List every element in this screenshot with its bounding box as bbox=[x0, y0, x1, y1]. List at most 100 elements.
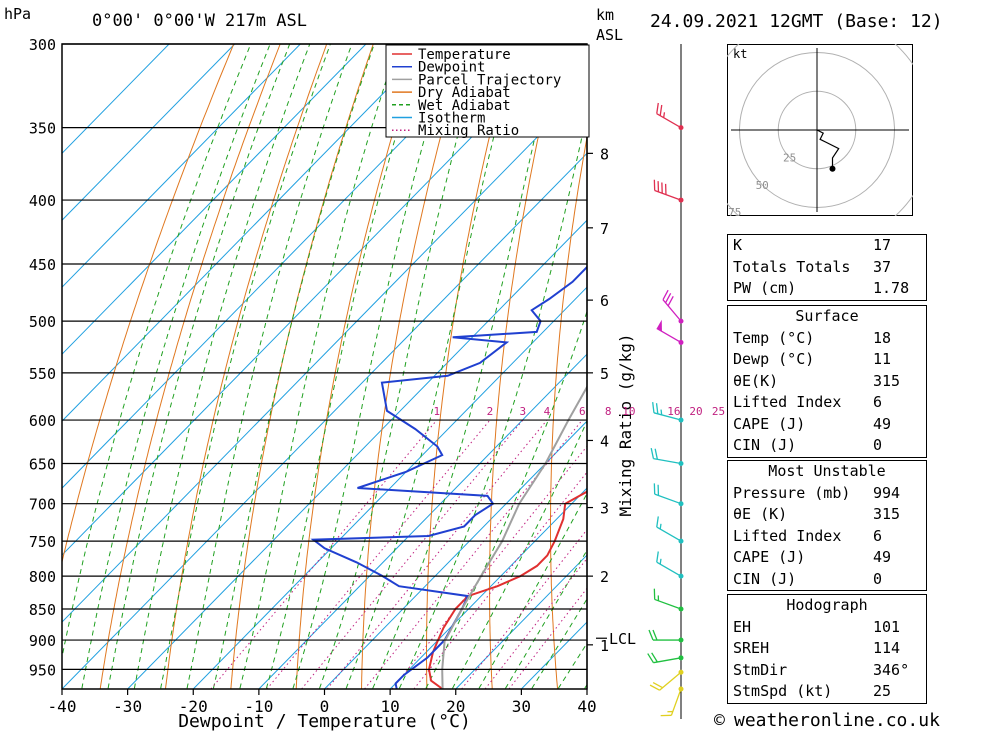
index-label: CIN (J) bbox=[733, 569, 797, 588]
isotherm-line bbox=[62, 44, 367, 355]
km-tick-label: 1 bbox=[600, 637, 609, 655]
surface-row: θE(K) 315 bbox=[728, 371, 926, 393]
index-label: SREH bbox=[733, 639, 770, 657]
wind-barb-staff bbox=[659, 671, 682, 691]
surface-title: Surface bbox=[795, 307, 859, 325]
wind-barb bbox=[652, 402, 684, 423]
temperature-profile bbox=[427, 490, 587, 689]
wind-level-dot bbox=[678, 460, 684, 466]
parcel-trajectory-profile bbox=[441, 385, 587, 689]
wind-level-dot bbox=[678, 669, 684, 675]
surface-row: CAPE (J) 49 bbox=[728, 414, 926, 436]
pressure-tick-label: 500 bbox=[29, 313, 56, 331]
isotherm-line bbox=[389, 487, 587, 689]
wind-barb-flag bbox=[647, 653, 654, 664]
hodograph-table-row: StmDir 346° bbox=[728, 660, 926, 682]
wet-adiabat-line bbox=[212, 44, 375, 689]
index-value: 49 bbox=[873, 548, 892, 566]
dewpoint-profile bbox=[310, 265, 587, 689]
dry-adiabat-line bbox=[99, 44, 281, 689]
wind-level-dot bbox=[678, 339, 684, 345]
index-label: Pressure (mb) bbox=[733, 483, 851, 502]
index-value: 17 bbox=[873, 236, 892, 254]
index-value: 114 bbox=[873, 639, 901, 657]
index-label: Lifted Index bbox=[733, 526, 842, 545]
pressure-tick-label: 800 bbox=[29, 568, 56, 586]
index-label: CAPE (J) bbox=[733, 548, 806, 566]
index-value: 315 bbox=[873, 371, 901, 390]
wet-adiabat-line bbox=[478, 492, 587, 689]
legend-label: Wet Adiabat bbox=[418, 98, 511, 114]
km-unit-label: km bbox=[596, 6, 615, 24]
wind-barb bbox=[653, 483, 684, 507]
hodograph-end-dot bbox=[829, 165, 836, 172]
wind-barb-staff bbox=[656, 561, 682, 577]
temperature-tick-label: -30 bbox=[113, 697, 142, 716]
wind-barb bbox=[656, 319, 684, 345]
wind-barb bbox=[653, 179, 684, 203]
pressure-tick-label: 300 bbox=[29, 36, 56, 54]
lcl-label: LCL bbox=[609, 630, 636, 648]
wind-level-dot bbox=[678, 655, 684, 661]
mixing-ratio-label: 1 bbox=[433, 405, 440, 418]
index-value: 25 bbox=[873, 682, 892, 700]
asl-unit-label: ASL bbox=[596, 26, 624, 44]
index-label: Lifted Index bbox=[733, 393, 842, 411]
x-axis-title: Dewpoint / Temperature (°C) bbox=[178, 711, 471, 732]
mixing-ratio-label: 10 bbox=[622, 405, 635, 418]
index-value: 6 bbox=[873, 526, 883, 545]
wind-barb-flag bbox=[652, 629, 658, 641]
site-link[interactable]: weatheronline.co.uk bbox=[734, 710, 940, 731]
isotherm-line bbox=[455, 554, 587, 689]
wind-barb-staff bbox=[670, 688, 682, 716]
dry-adiabat-line bbox=[230, 44, 374, 689]
wet-adiabat-line bbox=[398, 112, 587, 689]
km-tick-label: 3 bbox=[600, 500, 609, 518]
index-label: CAPE (J) bbox=[733, 414, 806, 433]
wind-barb bbox=[660, 686, 684, 717]
wind-barb-staff bbox=[654, 189, 682, 201]
isotherm-line bbox=[62, 44, 564, 556]
index-label: θE(K) bbox=[733, 371, 779, 390]
wind-barb-staff bbox=[662, 299, 682, 322]
km-tick-label: 6 bbox=[600, 292, 609, 310]
most-unstable-title: Most Unstable bbox=[768, 462, 886, 480]
surface-row: Lifted Index 6 bbox=[728, 392, 926, 414]
wind-barb-staff bbox=[654, 493, 682, 505]
wind-barb-flag bbox=[652, 402, 655, 413]
wind-level-dot bbox=[678, 538, 684, 544]
isotherm-line bbox=[192, 286, 587, 689]
index-label: StmSpd (kt) bbox=[733, 682, 833, 700]
wet-adiabat-line bbox=[425, 309, 587, 689]
isotherm-line bbox=[62, 44, 301, 288]
dry-adiabat-line bbox=[667, 44, 699, 689]
km-tick-label: 2 bbox=[600, 568, 609, 586]
isotherm-line bbox=[324, 420, 587, 689]
index-value: 315 bbox=[873, 505, 901, 523]
dry-adiabat-line bbox=[62, 44, 235, 565]
wind-barb bbox=[656, 516, 684, 544]
wind-barb-half-flag bbox=[663, 112, 666, 118]
legend-label: Mixing Ratio bbox=[418, 123, 519, 139]
isotherm-line bbox=[62, 152, 587, 689]
surface-table: Surface Temp (°C) 18 Dewp (°C) 11 θE(K) 315 Li… bbox=[727, 305, 927, 458]
hodograph-ring-label: 75 bbox=[728, 206, 741, 216]
legend-label: Parcel Trajectory bbox=[418, 72, 561, 88]
wind-barb-flag bbox=[652, 681, 663, 689]
wind-barb-staff bbox=[653, 657, 682, 664]
wind-level-dot bbox=[678, 417, 684, 423]
legend-label: Isotherm bbox=[418, 111, 485, 127]
wind-barb-flag bbox=[656, 551, 659, 563]
pressure-tick-label: 550 bbox=[29, 365, 56, 383]
wind-barb-flag bbox=[656, 516, 659, 528]
copyright-symbol: © bbox=[714, 710, 725, 731]
index-label: Dewp (°C) bbox=[733, 350, 815, 368]
wind-barb bbox=[647, 652, 684, 664]
pressure-tick-label: 900 bbox=[29, 632, 56, 650]
hodograph-table: Hodograph EH 101 SREH 114 StmDir 346° StmSpd (… bbox=[727, 594, 927, 704]
wind-barb-flag bbox=[650, 447, 655, 459]
wind-barb bbox=[648, 629, 684, 643]
indices-row: Totals Totals 37 bbox=[728, 257, 926, 279]
index-value: 0 bbox=[873, 436, 883, 454]
mixing-ratio-line bbox=[210, 419, 438, 689]
